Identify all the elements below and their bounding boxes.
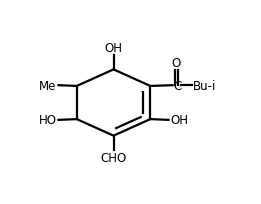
Text: O: O <box>171 56 181 69</box>
Text: OH: OH <box>105 41 122 54</box>
Text: C: C <box>174 79 182 92</box>
Text: Me: Me <box>39 79 57 92</box>
Text: Bu-i: Bu-i <box>193 79 217 92</box>
Text: OH: OH <box>170 114 188 127</box>
Text: HO: HO <box>39 114 57 127</box>
Text: CHO: CHO <box>100 152 127 165</box>
